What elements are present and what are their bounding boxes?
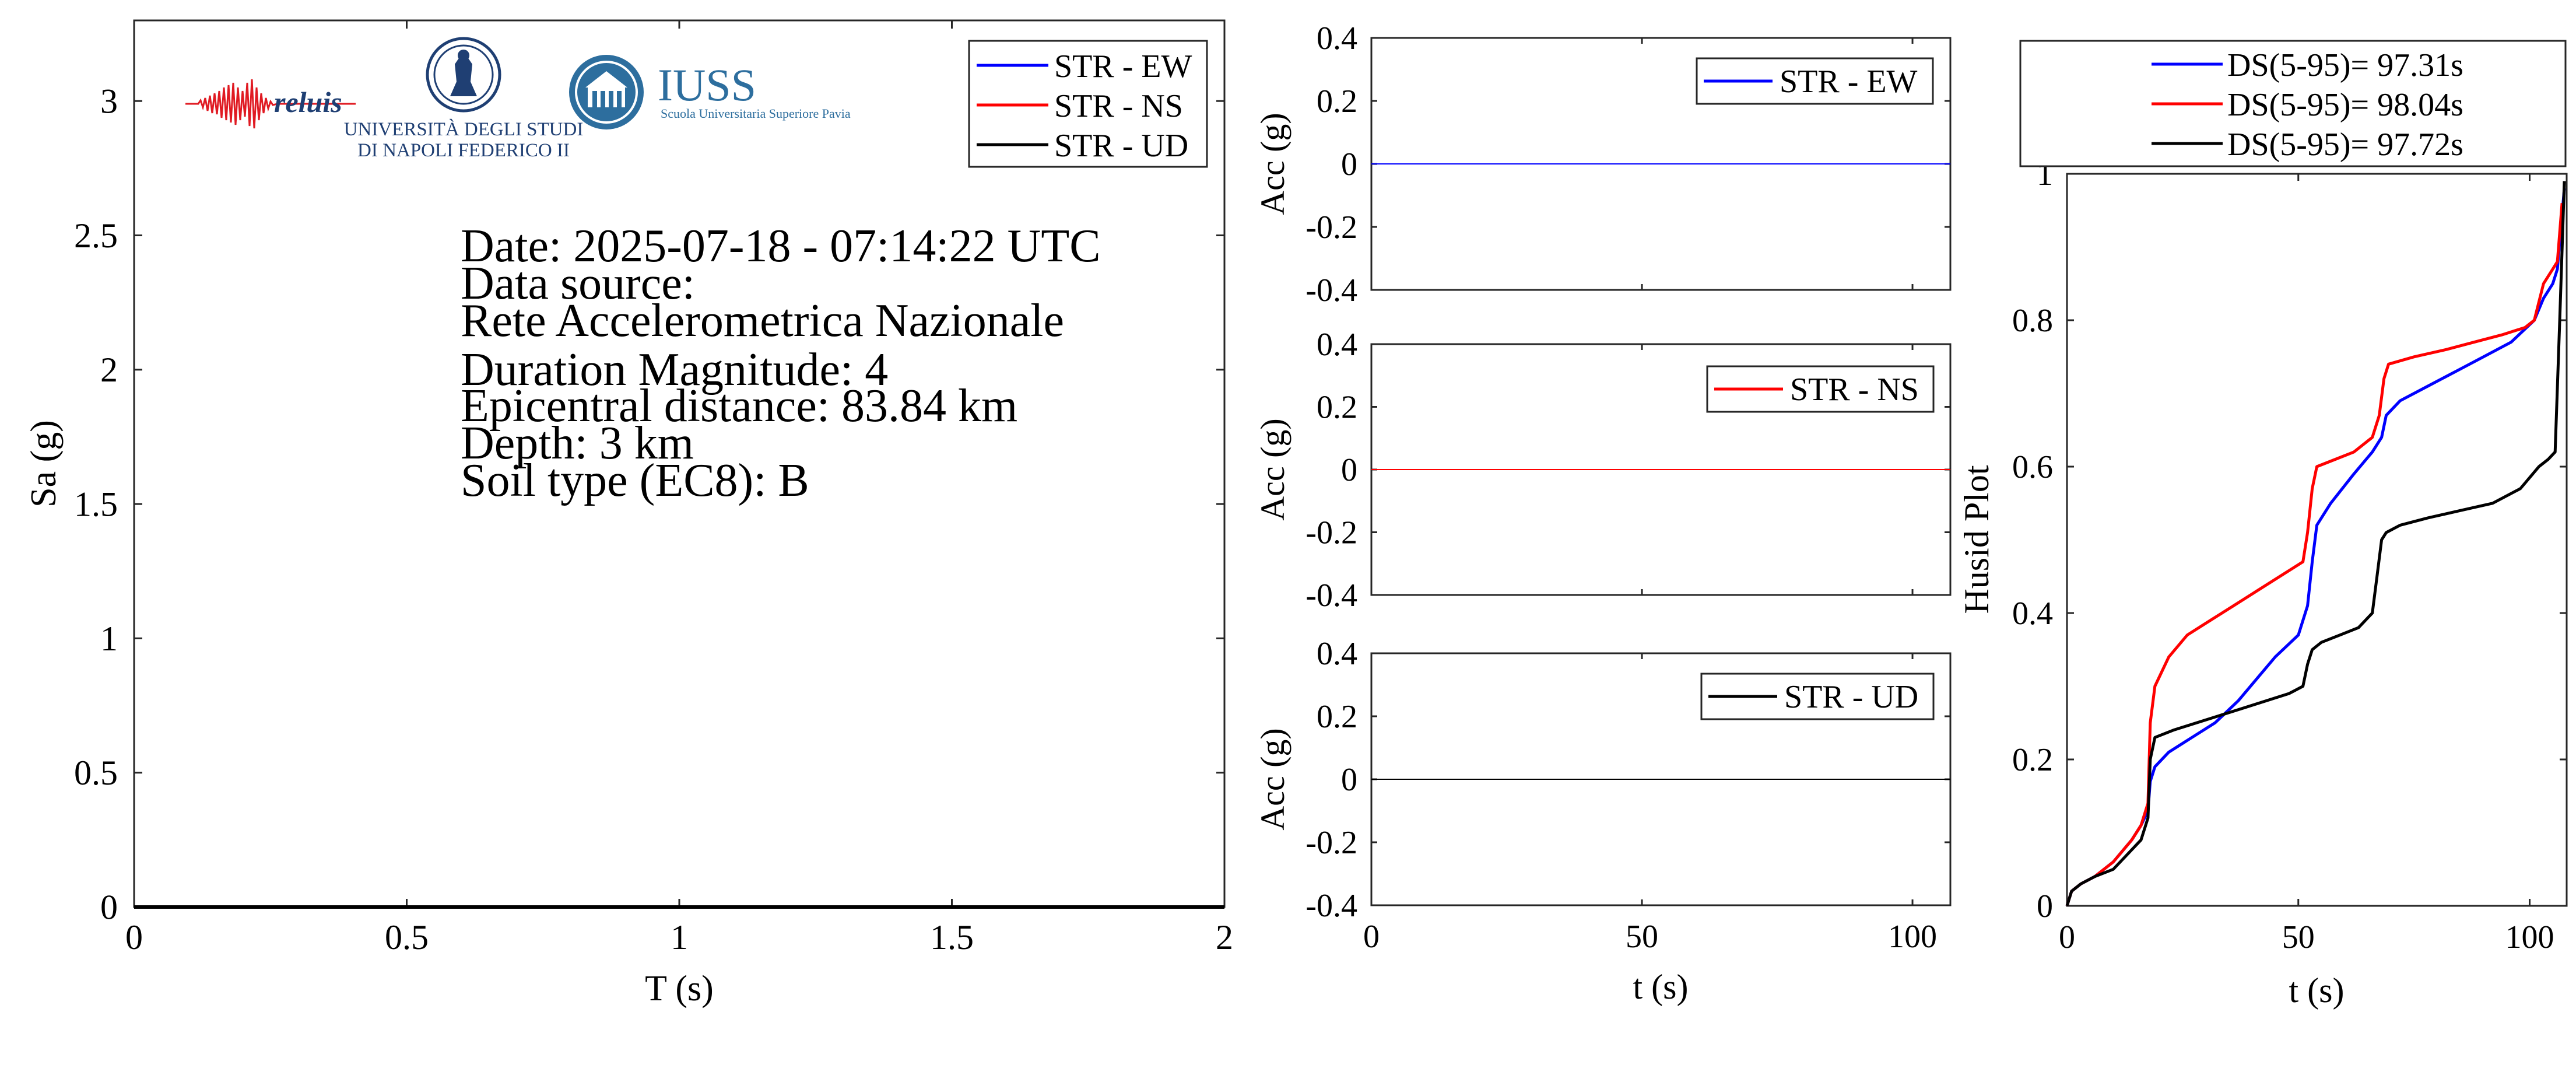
legend-entry-ew: STR - EW bbox=[1054, 48, 1192, 85]
y-tick-label: -0.4 bbox=[1305, 888, 1357, 924]
iuss-wordmark: IUSS bbox=[658, 59, 756, 110]
husid-xlabel: t (s) bbox=[2289, 971, 2345, 1010]
acc-ud-legend-entry: STR - UD bbox=[1784, 679, 1918, 715]
y-tick-label: 0 bbox=[1341, 146, 1357, 183]
acc-ud-ylabel: Acc (g) bbox=[1254, 728, 1291, 831]
spectrum-panel: 0 0.5 1 1.5 2 0 0.5 1 1.5 2 2.5 3 T (s) Sa (g) relu… bbox=[24, 19, 1233, 1009]
y-tick-label: 0.2 bbox=[1317, 699, 1357, 735]
unina-logo: UNIVERSITÀ DEGLI STUDI DI NAPOLI FEDERIC… bbox=[344, 37, 584, 161]
legend-entry-ud: STR - UD bbox=[1054, 128, 1188, 164]
y-tick-label: -0.2 bbox=[1305, 515, 1357, 551]
spectrum-axes-box bbox=[133, 19, 1226, 908]
reluis-logo: reluis bbox=[185, 79, 356, 129]
x-tick-label: 0 bbox=[2059, 919, 2075, 955]
y-tick-label: 0.4 bbox=[2012, 596, 2053, 632]
series-line-2 bbox=[2065, 203, 2564, 906]
y-tick-label: 0.4 bbox=[1317, 20, 1357, 57]
info-magnitude: Duration Magnitude: 4 bbox=[461, 344, 888, 395]
husid-legend-entry-ew: DS(5-95)= 97.31s bbox=[2227, 47, 2463, 83]
husid-legend-box bbox=[2019, 40, 2567, 167]
x-tick-label: 50 bbox=[1626, 919, 1658, 955]
y-tick-label: -0.4 bbox=[1305, 272, 1357, 309]
y-tick-label: 0 bbox=[2037, 888, 2053, 925]
unina-line2: DI NAPOLI FEDERICO II bbox=[357, 140, 570, 161]
x-tick-label: 1 bbox=[671, 918, 688, 957]
spectrum-legend: STR - EW STR - NS STR - UD bbox=[968, 40, 1208, 168]
info-soil: Soil type (EC8): B bbox=[461, 455, 809, 506]
y-tick-label: 0.2 bbox=[1317, 390, 1357, 426]
y-tick-label: 0 bbox=[100, 888, 118, 926]
acc-ew-ticks: -0.4 -0.2 0 0.2 0.4 bbox=[1305, 20, 1950, 309]
info-distance: Epicentral distance: 83.84 km bbox=[461, 380, 1017, 432]
info-source-label: Data source: bbox=[461, 258, 695, 309]
x-tick-label: 100 bbox=[2505, 919, 2554, 955]
spectrum-ticks: 0 0.5 1 1.5 2 0 0.5 1 1.5 2 2.5 3 bbox=[74, 20, 1233, 957]
y-tick-label: 0.4 bbox=[1317, 636, 1357, 672]
acc-ns-ticks: -0.4 -0.2 0 0.2 0.4 bbox=[1305, 327, 1950, 614]
husid-axes-box bbox=[2066, 173, 2568, 907]
x-tick-label: 50 bbox=[2282, 919, 2315, 955]
y-tick-label: 0.8 bbox=[2012, 303, 2053, 339]
iuss-logo: IUSS Scuola Universitaria Superiore Pavi… bbox=[569, 55, 851, 129]
y-tick-label: 0.2 bbox=[1317, 83, 1357, 120]
spectrum-ylabel: Sa (g) bbox=[24, 420, 64, 507]
y-tick-label: 0.2 bbox=[2012, 742, 2053, 778]
reluis-seismogram-icon bbox=[185, 79, 356, 129]
y-tick-label: -0.2 bbox=[1305, 209, 1357, 246]
x-tick-label: 100 bbox=[1888, 919, 1937, 955]
acc-ns-legend-entry: STR - NS bbox=[1790, 372, 1919, 408]
y-tick-label: 0.4 bbox=[1317, 327, 1357, 363]
y-tick-label: 0.6 bbox=[2012, 449, 2053, 485]
y-tick-label: 2.5 bbox=[74, 216, 118, 255]
acc-ud-ticks: 0 50 100 -0.4 -0.2 0 0.2 0.4 bbox=[1305, 636, 1950, 955]
reluis-wordmark: reluis bbox=[274, 86, 342, 118]
y-tick-label: 3 bbox=[100, 82, 118, 121]
acc-ew-panel: -0.4 -0.2 0 0.2 0.4 Acc (g) STR - EW bbox=[1254, 20, 1952, 309]
info-date: Date: 2025-07-18 - 07:14:22 UTC bbox=[461, 220, 1101, 272]
x-tick-label: 0 bbox=[125, 918, 143, 957]
x-tick-label: 0 bbox=[1363, 919, 1380, 955]
acc-ud-panel: 0 50 100 -0.4 -0.2 0 0.2 0.4 t (s) Acc (g) STR … bbox=[1254, 636, 1952, 1006]
husid-legend-entry-ns: DS(5-95)= 98.04s bbox=[2227, 87, 2463, 123]
y-tick-label: -0.4 bbox=[1305, 577, 1357, 614]
series-line-3 bbox=[2065, 181, 2566, 906]
event-info: Date: 2025-07-18 - 07:14:22 UTC Data sou… bbox=[461, 220, 1101, 506]
acc-ud-xlabel: t (s) bbox=[1633, 968, 1689, 1006]
husid-lines bbox=[2065, 181, 2566, 906]
x-tick-label: 0.5 bbox=[385, 918, 429, 957]
y-tick-label: 2 bbox=[100, 351, 118, 389]
y-tick-label: 1.5 bbox=[74, 485, 118, 523]
unina-line1: UNIVERSITÀ DEGLI STUDI bbox=[344, 118, 584, 140]
y-tick-label: 0 bbox=[1341, 452, 1357, 488]
acc-ns-ylabel: Acc (g) bbox=[1254, 418, 1291, 521]
y-tick-label: 0.5 bbox=[74, 754, 118, 792]
x-tick-label: 2 bbox=[1216, 918, 1233, 957]
y-tick-label: 1 bbox=[100, 619, 118, 658]
husid-ylabel: Husid Plot bbox=[1957, 465, 1996, 614]
y-tick-label: -0.2 bbox=[1305, 825, 1357, 861]
info-source: Rete Accelerometrica Nazionale bbox=[461, 295, 1064, 346]
acc-ns-panel: -0.4 -0.2 0 0.2 0.4 Acc (g) STR - NS bbox=[1254, 327, 1952, 614]
acc-ew-legend-entry: STR - EW bbox=[1780, 64, 1918, 100]
info-depth: Depth: 3 km bbox=[461, 418, 694, 469]
acc-ew-ylabel: Acc (g) bbox=[1254, 113, 1291, 215]
y-tick-label: 0 bbox=[1341, 762, 1357, 798]
legend-entry-ns: STR - NS bbox=[1054, 88, 1183, 124]
husid-legend-entry-ud: DS(5-95)= 97.72s bbox=[2227, 127, 2463, 163]
iuss-subtitle: Scuola Universitaria Superiore Pavia bbox=[661, 106, 851, 121]
spectrum-xlabel: T (s) bbox=[645, 969, 714, 1009]
x-tick-label: 1.5 bbox=[930, 918, 974, 957]
